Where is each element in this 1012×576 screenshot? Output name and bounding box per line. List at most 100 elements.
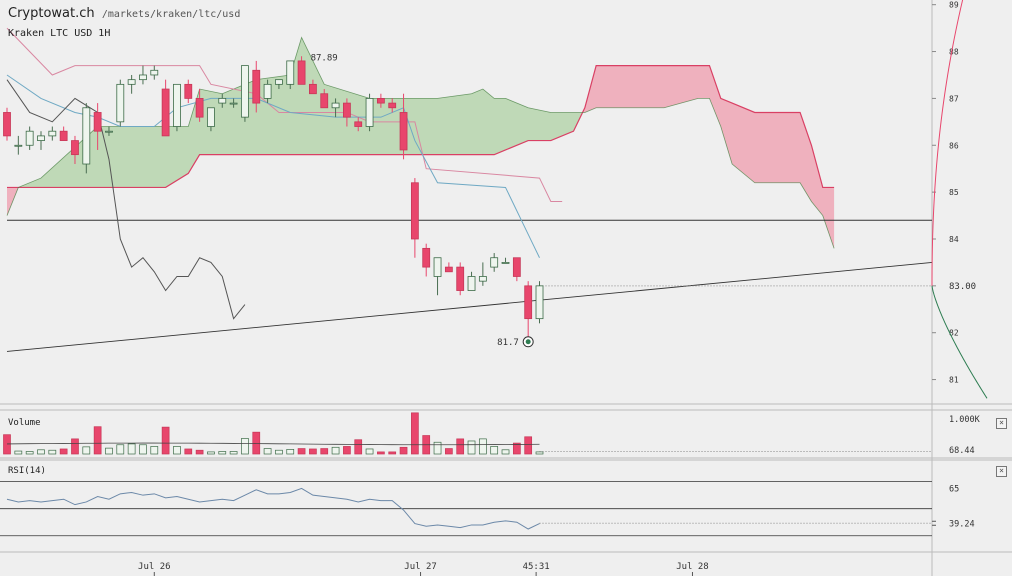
volume-bar	[275, 449, 283, 455]
volume-bar	[3, 434, 11, 455]
candle-body	[456, 266, 465, 291]
candle-body	[535, 285, 544, 320]
candle	[297, 56, 306, 85]
volume-bar	[71, 438, 79, 455]
volume-bar	[535, 451, 544, 455]
candle	[376, 93, 385, 108]
volume-bar	[411, 412, 419, 455]
volume-bar	[309, 448, 317, 455]
candle-body	[116, 83, 125, 123]
candle-body	[161, 88, 170, 137]
volume-bar	[173, 446, 181, 455]
senkou-span-a	[7, 65, 835, 189]
candle	[399, 93, 408, 160]
candle-body	[3, 112, 11, 137]
candle-body	[241, 65, 249, 118]
candle	[59, 126, 68, 141]
candle-body	[25, 130, 34, 146]
volume-bar	[501, 449, 510, 455]
candle-body	[252, 69, 261, 104]
candle-body	[320, 93, 329, 109]
candle-body	[82, 107, 91, 165]
brand-logo[interactable]: Cryptowat.ch	[8, 6, 95, 21]
candle-body	[444, 266, 453, 273]
time-tick-label: Jul 27	[404, 562, 437, 572]
volume-bar	[82, 446, 91, 455]
volume-bar	[354, 439, 363, 455]
volume-bar	[229, 451, 238, 455]
time-tick-label: Jul 26	[138, 562, 171, 572]
volume-bar	[218, 451, 227, 455]
volume-bar	[105, 447, 113, 455]
volume-tick-high: 1.000K	[949, 415, 981, 425]
close-volume-panel-icon[interactable]: ×	[996, 418, 1007, 429]
candle	[467, 271, 476, 291]
candle	[14, 135, 23, 155]
candle-body	[501, 262, 510, 264]
price-tick-label: 88	[949, 48, 959, 57]
volume-bar	[37, 449, 45, 455]
volume-bar	[207, 451, 215, 455]
time-tick-label: 45:31	[523, 562, 550, 572]
candle	[82, 103, 91, 174]
depth-ask-line	[931, 0, 964, 286]
candle-body	[365, 98, 374, 127]
candle-body	[422, 247, 431, 268]
candle	[342, 98, 351, 127]
volume-bar	[399, 446, 408, 455]
volume-bar	[263, 448, 272, 455]
candle-body	[467, 276, 476, 291]
volume-bar	[456, 438, 465, 455]
candle-body	[399, 112, 408, 151]
volume-bar	[365, 448, 374, 455]
candle-body	[478, 276, 487, 282]
volume-bar	[297, 448, 306, 455]
candle	[263, 79, 272, 104]
candle	[524, 281, 533, 347]
candle-body	[139, 74, 147, 81]
close-rsi-panel-icon[interactable]: ×	[996, 466, 1007, 477]
price-tick-label: 86	[949, 141, 959, 150]
rsi-tick-current: 39.24	[949, 519, 975, 529]
chikou-span-line	[6, 79, 246, 320]
volume-bar	[184, 448, 193, 455]
header: Cryptowat.ch /markets/kraken/ltc/usd	[8, 6, 240, 21]
candle	[161, 79, 170, 137]
candle-body	[105, 130, 113, 133]
candle	[150, 65, 159, 80]
candle	[331, 98, 340, 118]
kijun-sen-line	[6, 27, 563, 202]
candle-body	[490, 257, 499, 268]
candle	[195, 89, 204, 122]
candle-body	[297, 60, 306, 85]
volume-bar	[388, 451, 397, 455]
volume-bar	[241, 438, 249, 455]
candle	[139, 65, 147, 85]
volume-bar	[512, 442, 521, 455]
candle	[365, 93, 374, 132]
volume-bar	[150, 446, 159, 455]
candle	[116, 79, 125, 127]
volume-bar	[195, 449, 204, 455]
market-label: Kraken LTC USD 1H	[8, 28, 111, 39]
volume-bar	[48, 449, 57, 455]
time-tick-label: Jul 28	[676, 562, 709, 572]
candle	[127, 74, 136, 94]
volume-bar	[490, 446, 499, 455]
volume-bar	[433, 441, 442, 455]
candle-body	[173, 83, 181, 127]
market-path: /markets/kraken/ltc/usd	[101, 9, 241, 20]
candle	[286, 60, 295, 90]
volume-tick-low: 68.44	[949, 446, 975, 456]
candle	[25, 126, 34, 150]
candle-body	[48, 130, 57, 137]
price-tick-label: 89	[949, 1, 959, 10]
candle	[309, 79, 317, 95]
volume-bar	[377, 451, 385, 455]
candle-body	[309, 83, 317, 95]
candle	[184, 79, 193, 104]
candle-body	[150, 69, 159, 76]
candle	[535, 281, 544, 324]
price-tick-label: 85	[949, 188, 959, 197]
